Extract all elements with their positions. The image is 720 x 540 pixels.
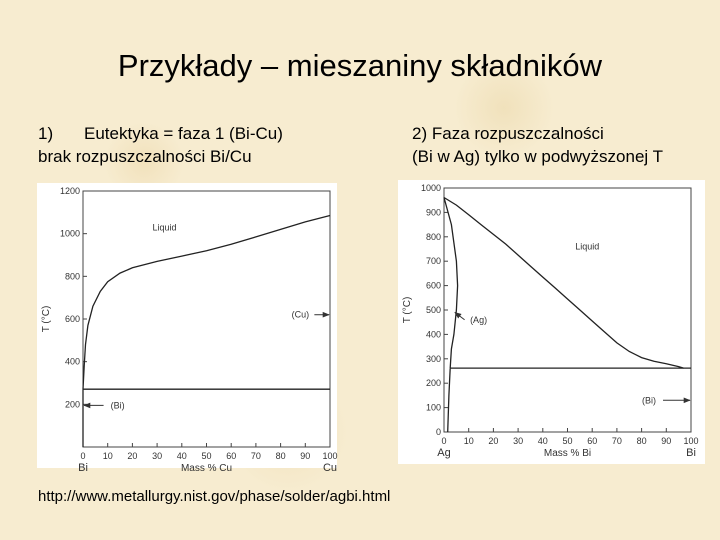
x-tick-label: 100	[322, 451, 337, 461]
y-tick-label: 1000	[60, 229, 80, 239]
y-tick-label: 400	[65, 357, 80, 367]
y-tick-label: 600	[65, 314, 80, 324]
chart-svg: 200 400 600 800 1000 1200 0 10 20 30 40 50 60 70 80 90 1…	[41, 186, 338, 474]
x-tick-label: 80	[276, 451, 286, 461]
x-tick-label: 10	[464, 436, 474, 446]
caption-line: brak rozpuszczalności Bi/Cu	[38, 147, 252, 166]
caption-number: 1)	[38, 124, 54, 143]
annotation-arrow	[454, 312, 465, 321]
phase-boundary-line	[447, 368, 451, 433]
caption-line: Faza rozpuszczalności	[431, 124, 604, 143]
x-tick-label: 50	[562, 436, 572, 446]
y-axis-label: T (°C)	[402, 297, 413, 324]
y-tick-label: 900	[426, 207, 441, 217]
x-tick-label: 30	[513, 436, 523, 446]
y-tick-label: 0	[436, 427, 441, 437]
x-tick-label: 40	[177, 451, 187, 461]
caption-example-1: 1) Eutektyka = faza 1 (Bi-Cu) brak rozpus…	[38, 122, 283, 168]
x-tick-label: 20	[488, 436, 498, 446]
x-tick-label: 90	[300, 451, 310, 461]
right-component-label: Cu	[323, 462, 337, 474]
region-label: Liquid	[575, 242, 599, 252]
x-tick-label: 60	[226, 451, 236, 461]
phase-boundary-line	[443, 196, 684, 369]
caption-number: 2)	[412, 124, 428, 143]
region-label: Liquid	[152, 222, 176, 232]
x-tick-label: 90	[661, 436, 671, 446]
phase-diagram-ag-bi: 0 100 200 300 400 500 600 700 800 900 1000 0 10 20 30 4…	[398, 180, 705, 464]
phase-boundary-line	[443, 197, 459, 369]
y-axis-label: T (°C)	[41, 306, 52, 333]
x-tick-label: 70	[251, 451, 261, 461]
slide-title: Przykłady – mieszaniny składników	[117, 48, 603, 83]
x-tick-label: 0	[441, 436, 446, 446]
phase-boundary-line	[82, 214, 331, 390]
left-component-label: Bi	[78, 462, 88, 474]
region-label: (Ag)	[470, 315, 487, 325]
region-label: (Bi)	[642, 395, 656, 405]
x-tick-label: 30	[152, 451, 162, 461]
x-axis-label: Mass % Bi	[544, 448, 591, 459]
y-tick-label: 700	[426, 256, 441, 266]
y-tick-label: 800	[65, 271, 80, 281]
y-tick-label: 1200	[60, 186, 80, 196]
y-tick-label: 1000	[421, 183, 441, 193]
caption-line: (Bi w Ag) tylko w podwyższonej T	[412, 147, 663, 166]
y-tick-label: 200	[65, 399, 80, 409]
y-tick-label: 200	[426, 378, 441, 388]
phase-diagram-bi-cu: 200 400 600 800 1000 1200 0 10 20 30 40 50 60 70 80 90 1…	[37, 183, 338, 474]
x-tick-label: 0	[80, 451, 85, 461]
x-tick-label: 80	[637, 436, 647, 446]
x-tick-label: 20	[127, 451, 137, 461]
x-tick-label: 70	[612, 436, 622, 446]
region-label: (Bi)	[111, 400, 125, 410]
x-axis-label: Mass % Cu	[181, 463, 232, 474]
x-tick-label: 50	[201, 451, 211, 461]
chart-svg: 0 100 200 300 400 500 600 700 800 900 1000 0 10 20 30 4…	[402, 183, 699, 459]
caption-example-2: 2) Faza rozpuszczalności (Bi w Ag) tylko…	[412, 122, 663, 168]
x-tick-label: 40	[538, 436, 548, 446]
x-tick-label: 100	[683, 436, 698, 446]
y-tick-label: 600	[426, 281, 441, 291]
y-tick-label: 400	[426, 329, 441, 339]
caption-line: Eutektyka = faza 1 (Bi-Cu)	[84, 124, 283, 143]
left-component-label: Ag	[437, 447, 450, 459]
x-tick-label: 60	[587, 436, 597, 446]
y-tick-label: 500	[426, 305, 441, 315]
y-tick-label: 100	[426, 403, 441, 413]
y-tick-label: 800	[426, 232, 441, 242]
source-link[interactable]: http://www.metallurgy.nist.gov/phase/sol…	[38, 488, 391, 505]
y-tick-label: 300	[426, 354, 441, 364]
x-tick-label: 10	[103, 451, 113, 461]
region-label: (Cu)	[292, 310, 310, 320]
right-component-label: Bi	[686, 447, 696, 459]
